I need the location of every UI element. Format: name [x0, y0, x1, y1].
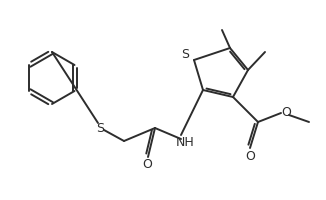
Text: S: S: [96, 121, 104, 134]
Text: S: S: [181, 48, 189, 62]
Text: O: O: [281, 106, 291, 119]
Text: O: O: [245, 150, 255, 162]
Text: O: O: [142, 158, 152, 171]
Text: NH: NH: [176, 136, 194, 150]
